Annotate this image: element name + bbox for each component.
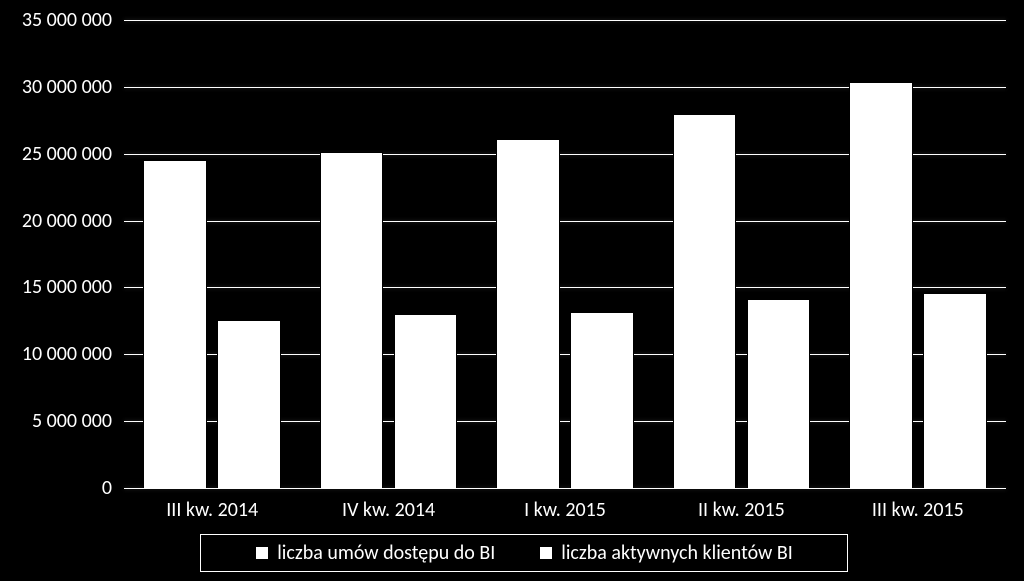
y-axis-tick-label: 0	[0, 476, 112, 500]
gridline	[124, 488, 1006, 489]
bar	[217, 320, 281, 488]
y-axis-tick-label: 30 000 000	[0, 75, 112, 99]
bar	[143, 160, 207, 488]
y-axis-tick-label: 25 000 000	[0, 142, 112, 166]
y-axis: 05 000 00010 000 00015 000 00020 000 000…	[0, 20, 112, 488]
legend-label: liczba aktywnych klientów BI	[561, 541, 793, 565]
bar	[570, 312, 634, 489]
bar	[673, 114, 737, 488]
x-axis-category-label: IV kw. 2014	[342, 498, 435, 522]
bar	[394, 314, 458, 488]
bar	[747, 299, 811, 488]
x-axis-category-label: I kw. 2015	[524, 498, 606, 522]
x-axis-category-label: III kw. 2015	[872, 498, 964, 522]
legend-swatch	[539, 546, 553, 560]
y-axis-tick-label: 5 000 000	[0, 409, 112, 433]
x-axis: III kw. 2014 IV kw. 2014 I kw. 2015 II kw. …	[124, 498, 1006, 528]
gridline	[124, 20, 1006, 21]
legend: liczba umów dostępu do BI liczba aktywnyc…	[200, 534, 848, 572]
x-axis-category-label: III kw. 2014	[166, 498, 258, 522]
y-axis-tick-label: 10 000 000	[0, 342, 112, 366]
bar	[923, 293, 987, 488]
y-axis-tick-label: 35 000 000	[0, 8, 112, 32]
legend-item: liczba aktywnych klientów BI	[539, 541, 793, 565]
y-axis-tick-label: 15 000 000	[0, 275, 112, 299]
bar	[496, 139, 560, 488]
legend-label: liczba umów dostępu do BI	[277, 541, 495, 565]
bar	[849, 82, 913, 488]
bar-chart: 0 5 000 000 10 000 000 15 000 000 20 000 000…	[0, 0, 1024, 581]
x-axis-category-label: II kw. 2015	[698, 498, 785, 522]
plot-area	[124, 20, 1006, 488]
y-axis-tick-label: 20 000 000	[0, 209, 112, 233]
bar	[320, 152, 384, 488]
legend-item: liczba umów dostępu do BI	[255, 541, 495, 565]
legend-swatch	[255, 546, 269, 560]
